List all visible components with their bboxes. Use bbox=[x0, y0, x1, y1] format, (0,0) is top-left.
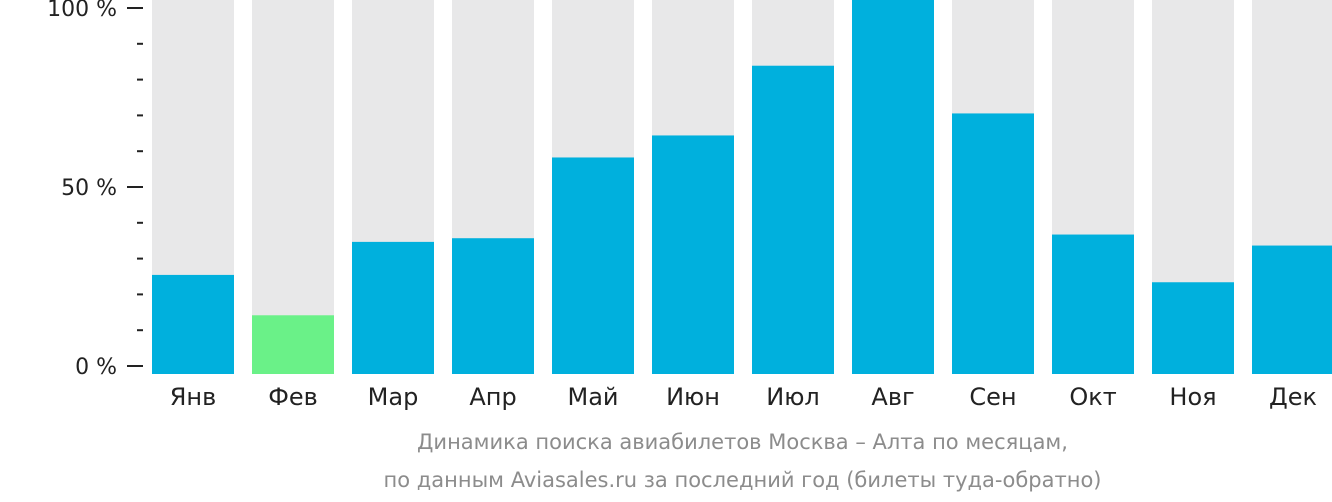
bar-track bbox=[252, 0, 334, 374]
bar-3 bbox=[352, 241, 434, 374]
x-category-label: Июн bbox=[666, 383, 720, 411]
x-category-label: Июл bbox=[766, 383, 820, 411]
bar-9 bbox=[952, 113, 1034, 375]
bar-12 bbox=[1252, 245, 1332, 374]
x-category-label: Окт bbox=[1069, 383, 1116, 411]
x-category-label: Мар bbox=[368, 383, 419, 411]
bar-10 bbox=[1052, 234, 1134, 374]
x-category-label: Авг bbox=[871, 383, 914, 411]
bar-8 bbox=[852, 0, 934, 374]
x-category-label: Янв bbox=[170, 383, 217, 411]
x-category-label: Ноя bbox=[1169, 383, 1216, 411]
y-tick-label: 0 % bbox=[75, 355, 117, 380]
bar-7 bbox=[752, 65, 834, 374]
chart-caption-line-1: Динамика поиска авиабилетов Москва – Алт… bbox=[417, 430, 1068, 454]
y-tick-label: 100 % bbox=[47, 0, 117, 22]
y-axis: 0 % 50 % 100 % bbox=[47, 0, 143, 380]
bar-6 bbox=[652, 135, 734, 374]
x-category-label: Фев bbox=[268, 383, 318, 411]
x-category-label: Дек bbox=[1269, 383, 1317, 411]
chart-caption-line-2: по данным Aviasales.ru за последний год … bbox=[383, 468, 1102, 492]
bar-1 bbox=[152, 274, 234, 374]
bar-4 bbox=[452, 238, 534, 374]
bars bbox=[152, 0, 1332, 375]
bar-11 bbox=[1152, 282, 1234, 374]
x-category-label: Апр bbox=[469, 383, 516, 411]
x-category-label: Сен bbox=[969, 383, 1016, 411]
bar-2 bbox=[252, 315, 334, 374]
x-category-label: Май bbox=[567, 383, 618, 411]
category-labels: Янв Фев Мар Апр Май Июн Июл Авг Сен Окт Ноя Дек bbox=[170, 383, 1317, 411]
bar-5 bbox=[552, 157, 634, 374]
y-tick-label: 50 % bbox=[61, 176, 117, 201]
